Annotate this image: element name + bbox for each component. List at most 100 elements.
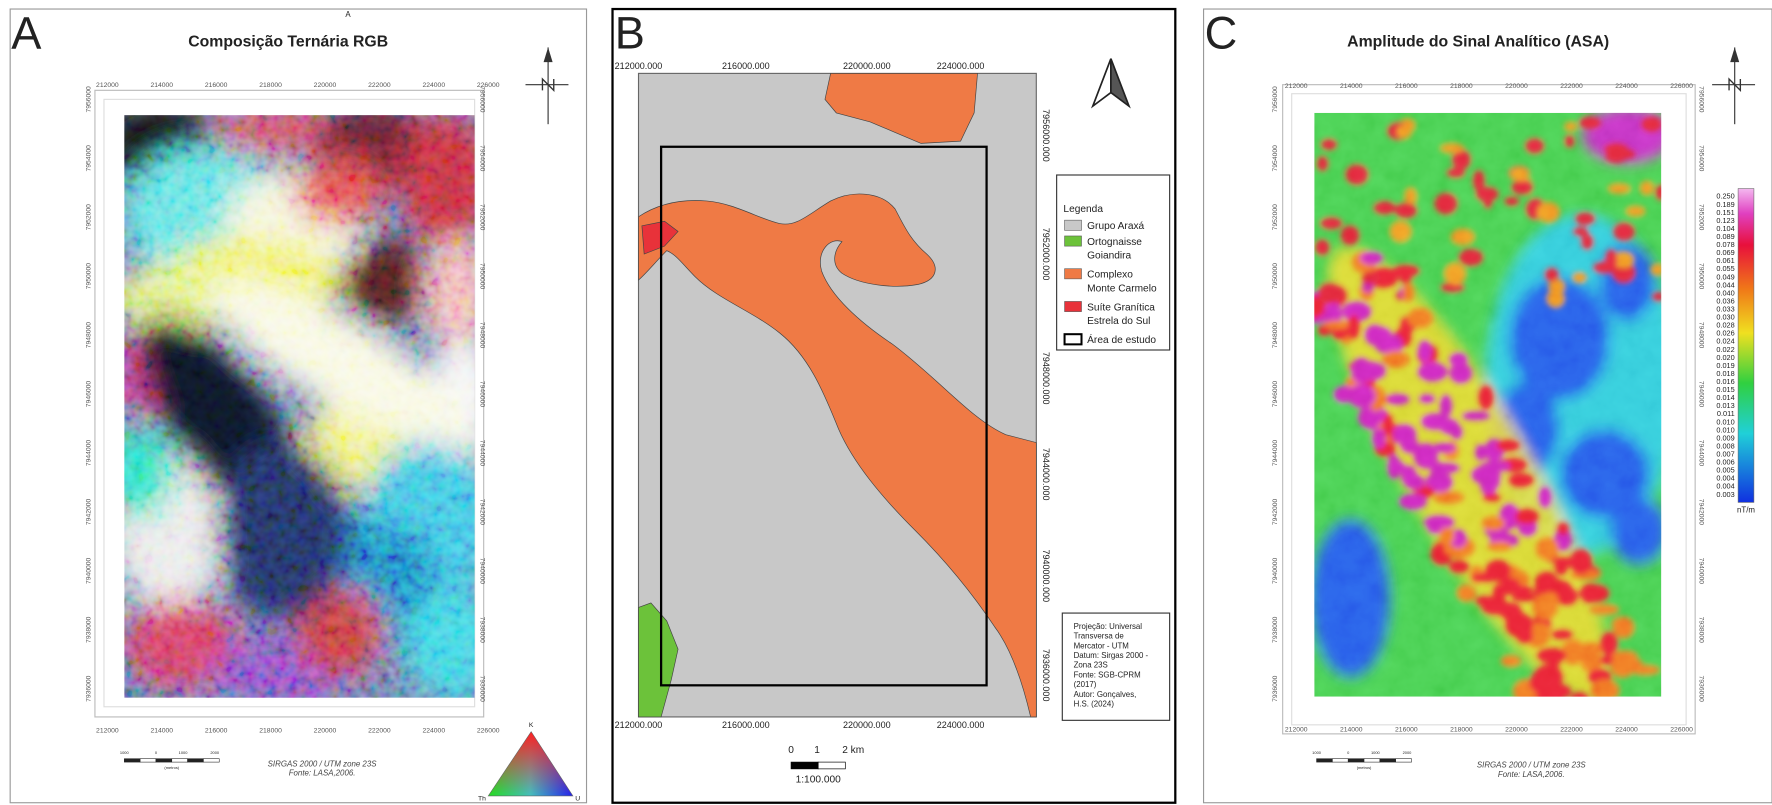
scale-segment <box>791 762 818 769</box>
scale-segment <box>124 759 140 762</box>
ternary-label: K <box>529 722 534 729</box>
scale-label: 2000 <box>210 750 220 755</box>
x-coord-label: 216000 <box>1395 727 1418 734</box>
x-coord-label: 220000.000 <box>843 61 891 71</box>
note-line: Autor: Gonçalves, <box>1074 690 1137 699</box>
scale-segment <box>156 759 172 762</box>
y-coord-label: 7936000 <box>1698 676 1705 703</box>
scale-segment <box>1364 759 1380 762</box>
x-coord-label: 226000 <box>1670 727 1693 734</box>
y-coord-label: 7938000 <box>1698 617 1705 644</box>
y-coord-label: 7946000 <box>85 381 92 408</box>
scale-segment <box>203 759 219 762</box>
x-coord-label: 212000.000 <box>615 720 663 730</box>
raster-texture <box>1314 113 1661 697</box>
legend-label: Estrela do Sul <box>1087 316 1150 327</box>
body: AAComposição Ternária RGB212000212000214… <box>0 0 1772 805</box>
legend-label: Suíte Granítica <box>1087 302 1155 313</box>
panel-letter: B <box>615 8 645 59</box>
colorbar-label: 0.003 <box>1716 490 1734 499</box>
y-coord-label: 7954000 <box>85 145 92 172</box>
x-coord-label: 216000 <box>205 82 228 89</box>
y-coord-label: 7950000 <box>85 263 92 290</box>
y-coord-label: 7944000 <box>478 440 485 467</box>
ternary-label: Th <box>478 795 486 802</box>
scale-label: 1000 <box>120 750 130 755</box>
y-coord-label: 7944000 <box>85 440 92 467</box>
ternary-label: U <box>575 795 580 802</box>
note-line: Projeção: Universal <box>1074 622 1143 631</box>
scale-segment <box>1380 759 1396 762</box>
legend-label: Área de estudo <box>1087 333 1156 346</box>
scale-label: 1000 <box>179 750 189 755</box>
legend-label: Goiandira <box>1087 251 1131 262</box>
x-coord-label: 212000 <box>96 82 119 89</box>
x-coord-label: 218000 <box>1450 83 1473 90</box>
page: Mapas {"panels": [ {"letter": "A", "top_… <box>0 0 1772 805</box>
scale-segment <box>188 759 204 762</box>
legend-label: Ortognaisse <box>1087 237 1142 248</box>
scale-unit: (metros) <box>164 765 179 770</box>
y-coord-label: 7938000 <box>478 617 485 644</box>
map-title: Amplitude do Sinal Analítico (ASA) <box>1347 33 1609 50</box>
x-coord-label: 216000 <box>205 728 228 735</box>
figure: AAComposição Ternária RGB212000212000214… <box>0 0 1772 805</box>
scale-label: 2 km <box>842 745 864 756</box>
x-coord-label: 220000 <box>314 82 337 89</box>
y-coord-label: 7948000.000 <box>1041 352 1051 405</box>
legend-swatch <box>1065 269 1082 279</box>
panel-letter: A <box>11 8 42 59</box>
x-coord-label: 214000 <box>150 82 173 89</box>
note-line: Zona 23S <box>1074 661 1108 670</box>
scale-segment <box>172 759 188 762</box>
x-coord-label: 222000 <box>1560 727 1583 734</box>
y-coord-label: 7942000 <box>478 499 485 526</box>
y-coord-label: 7936000 <box>1272 675 1279 702</box>
legend-swatch <box>1065 334 1082 344</box>
note-line: H.S. (2024) <box>1074 700 1115 709</box>
x-coord-label: 212000 <box>1285 83 1308 90</box>
y-coord-label: 7942000 <box>1272 499 1279 526</box>
y-coord-label: 7954000 <box>1698 145 1705 172</box>
x-coord-label: 224000 <box>1615 727 1638 734</box>
footer: Fonte: LASA,2006. <box>1498 770 1565 779</box>
y-coord-label: 7940000 <box>85 557 92 584</box>
y-coord-label: 7954000 <box>478 145 485 172</box>
footer: Fonte: LASA,2006. <box>289 769 356 778</box>
legend-title: Legenda <box>1063 204 1103 215</box>
y-coord-label: 7956000.000 <box>1041 109 1051 162</box>
scale-bar <box>1317 759 1412 762</box>
y-coord-label: 7944000.000 <box>1041 448 1051 501</box>
top-mark: A <box>345 10 351 19</box>
scale-label: 1000 <box>1312 750 1322 755</box>
x-coord-label: 212000.000 <box>615 61 663 71</box>
scale-segment <box>1317 759 1333 762</box>
y-coord-label: 7946000 <box>478 381 485 408</box>
scale-label: 1000 <box>1371 750 1381 755</box>
scale-segment <box>140 759 156 762</box>
y-coord-label: 7952000 <box>478 204 485 231</box>
note-line: Mercator - UTM <box>1074 641 1129 650</box>
y-coord-label: 7942000 <box>1698 499 1705 526</box>
x-coord-label: 224000 <box>1615 83 1638 90</box>
footer: SIRGAS 2000 / UTM zone 23S <box>1477 761 1587 770</box>
x-coord-label: 218000 <box>259 82 282 89</box>
x-coord-label: 218000 <box>1450 727 1473 734</box>
y-coord-label: 7936000 <box>85 675 92 702</box>
x-coord-label: 216000.000 <box>722 61 770 71</box>
x-coord-label: 214000 <box>1340 727 1363 734</box>
x-coord-label: 216000 <box>1395 83 1418 90</box>
x-coord-label: 224000 <box>423 82 446 89</box>
note-line: Fonte: SGB-CPRM <box>1074 670 1141 679</box>
scale-label: 2000 <box>1403 750 1413 755</box>
scale-segment <box>818 762 845 769</box>
y-coord-label: 7938000 <box>85 616 92 643</box>
scale-label: 1 <box>814 745 820 756</box>
legend-label: Grupo Araxá <box>1087 221 1144 232</box>
rgb-raster <box>102 102 498 706</box>
y-coord-label: 7940000 <box>1698 558 1705 585</box>
legend-swatch <box>1065 220 1082 230</box>
y-coord-label: 7948000 <box>1272 322 1279 349</box>
scale-segment <box>1348 759 1364 762</box>
x-coord-label: 212000 <box>1285 727 1308 734</box>
